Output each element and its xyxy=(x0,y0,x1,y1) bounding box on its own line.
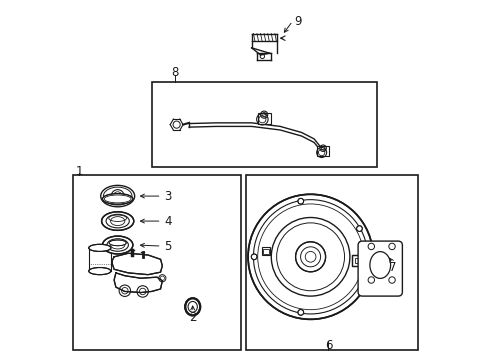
Ellipse shape xyxy=(109,240,126,246)
Polygon shape xyxy=(112,253,162,275)
Bar xyxy=(352,255,365,266)
Text: 2: 2 xyxy=(188,311,196,324)
Polygon shape xyxy=(114,273,162,293)
Circle shape xyxy=(295,242,325,272)
Bar xyxy=(354,257,362,263)
Circle shape xyxy=(297,310,303,315)
Ellipse shape xyxy=(102,236,133,254)
Bar xyxy=(261,247,270,255)
Circle shape xyxy=(360,273,366,279)
Text: 3: 3 xyxy=(163,190,171,203)
Text: 8: 8 xyxy=(171,66,178,79)
Ellipse shape xyxy=(88,244,111,251)
FancyBboxPatch shape xyxy=(357,241,402,296)
Circle shape xyxy=(247,194,372,319)
Ellipse shape xyxy=(185,298,200,315)
Text: 7: 7 xyxy=(388,261,396,274)
Circle shape xyxy=(297,198,303,204)
Text: 6: 6 xyxy=(324,338,331,351)
Circle shape xyxy=(356,226,362,231)
Ellipse shape xyxy=(102,194,133,204)
Bar xyxy=(352,255,365,266)
Bar xyxy=(246,175,417,350)
Bar xyxy=(257,113,270,124)
Text: 1: 1 xyxy=(76,165,83,177)
Bar xyxy=(73,175,241,350)
Circle shape xyxy=(251,254,257,260)
Text: 9: 9 xyxy=(294,14,301,27)
Ellipse shape xyxy=(102,212,134,230)
Bar xyxy=(151,82,376,167)
Ellipse shape xyxy=(101,185,134,207)
Ellipse shape xyxy=(88,267,111,275)
Text: 5: 5 xyxy=(163,240,171,253)
Text: 4: 4 xyxy=(163,215,171,228)
Bar xyxy=(263,249,268,253)
Circle shape xyxy=(111,190,124,203)
Bar xyxy=(317,146,328,156)
